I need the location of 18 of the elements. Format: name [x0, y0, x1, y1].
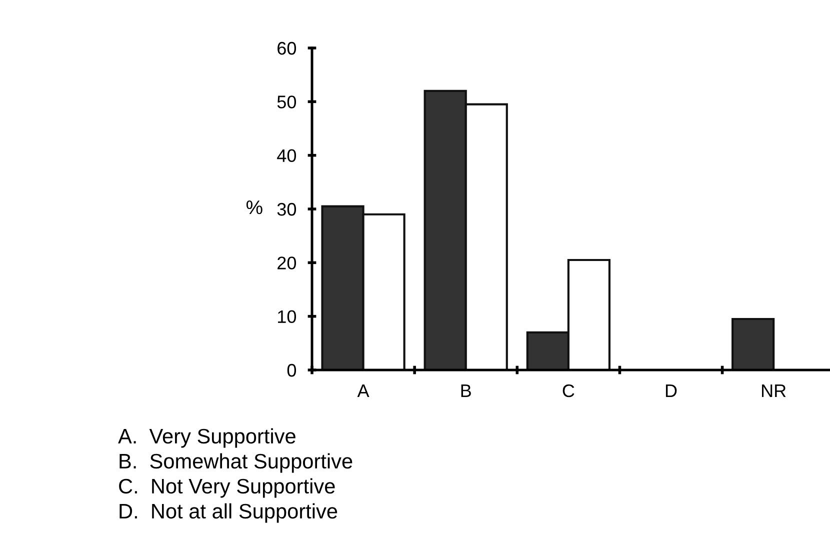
- y-tick-label: 50: [277, 96, 296, 108]
- y-tick-label: 0: [287, 364, 296, 377]
- y-tick-label: 30: [277, 202, 296, 216]
- bar: [732, 318, 775, 370]
- x-tick-label: C: [562, 384, 574, 398]
- y-tick-label: 60: [278, 42, 296, 55]
- text: B. Somewhat Supportive: [120, 453, 352, 473]
- x-tick-label: A: [357, 384, 370, 397]
- x-tick-label: NR: [762, 384, 786, 397]
- y-tick-label: 40: [277, 149, 296, 162]
- x-tick-label: B: [461, 384, 471, 397]
- text: D. Not at all Supportive: [120, 503, 338, 523]
- y-tick-label: 20: [278, 256, 296, 270]
- text: C. Not Very Supportive: [119, 478, 335, 498]
- x-tick-label: D: [666, 384, 677, 397]
- text: A. Very Supportive: [118, 428, 296, 448]
- y-axis-title: %: [246, 200, 262, 214]
- y-tick-label: 10: [278, 310, 296, 324]
